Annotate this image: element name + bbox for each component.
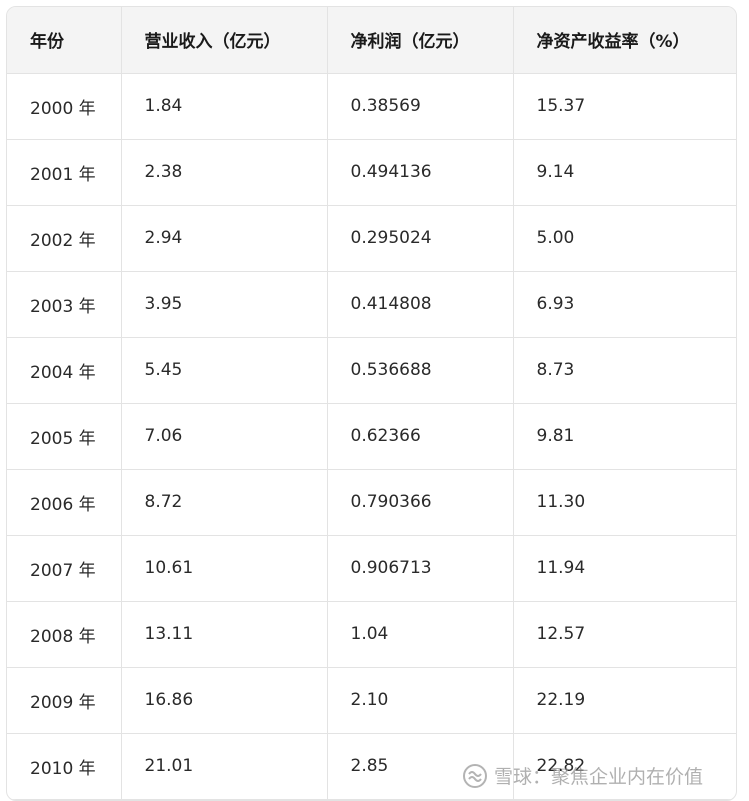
table-row: 2004 年 5.45 0.536688 8.73: [7, 337, 736, 404]
cell-roe: 12.57: [513, 601, 736, 668]
cell-year: 2010 年: [7, 733, 122, 800]
cell-revenue: 21.01: [121, 733, 328, 800]
cell-net-profit: 0.62366: [327, 403, 514, 470]
financial-table-container: 年份 营业收入（亿元） 净利润（亿元） 净资产收益率（%） 2000 年 1.84…: [6, 6, 737, 801]
cell-roe: 6.93: [513, 271, 736, 338]
table-row: 2003 年 3.95 0.414808 6.93: [7, 271, 736, 338]
cell-net-profit: 0.790366: [327, 469, 514, 536]
table-row: 2009 年 16.86 2.10 22.19: [7, 667, 736, 734]
cell-net-profit: 2.85: [327, 733, 514, 800]
table-row: 2007 年 10.61 0.906713 11.94: [7, 535, 736, 602]
cell-roe: 15.37: [513, 73, 736, 140]
cell-year: 2002 年: [7, 205, 122, 272]
table-row: 2001 年 2.38 0.494136 9.14: [7, 139, 736, 206]
cell-revenue: 8.72: [121, 469, 328, 536]
table-row: 2005 年 7.06 0.62366 9.81: [7, 403, 736, 470]
cell-revenue: 5.45: [121, 337, 328, 404]
cell-revenue: 2.38: [121, 139, 328, 206]
cell-revenue: 3.95: [121, 271, 328, 338]
cell-roe: 5.00: [513, 205, 736, 272]
cell-revenue: 7.06: [121, 403, 328, 470]
cell-revenue: 13.11: [121, 601, 328, 668]
cell-net-profit: 0.295024: [327, 205, 514, 272]
header-roe: 净资产收益率（%）: [513, 7, 736, 74]
header-revenue: 营业收入（亿元）: [121, 7, 328, 74]
cell-net-profit: 1.04: [327, 601, 514, 668]
cell-revenue: 2.94: [121, 205, 328, 272]
cell-net-profit: 0.536688: [327, 337, 514, 404]
cell-revenue: 16.86: [121, 667, 328, 734]
header-net-profit: 净利润（亿元）: [327, 7, 514, 74]
table-row: 2006 年 8.72 0.790366 11.30: [7, 469, 736, 536]
header-year: 年份: [7, 7, 122, 74]
cell-roe: 9.81: [513, 403, 736, 470]
cell-year: 2000 年: [7, 73, 122, 140]
header-row: 年份 营业收入（亿元） 净利润（亿元） 净资产收益率（%）: [7, 7, 736, 74]
table-body: 2000 年 1.84 0.38569 15.37 2001 年 2.38 0.494136…: [7, 73, 736, 800]
cell-net-profit: 0.906713: [327, 535, 514, 602]
cell-revenue: 10.61: [121, 535, 328, 602]
cell-revenue: 1.84: [121, 73, 328, 140]
cell-year: 2005 年: [7, 403, 122, 470]
financial-table: 年份 营业收入（亿元） 净利润（亿元） 净资产收益率（%） 2000 年 1.84…: [7, 7, 736, 800]
cell-roe: 11.94: [513, 535, 736, 602]
cell-net-profit: 0.414808: [327, 271, 514, 338]
cell-year: 2003 年: [7, 271, 122, 338]
table-row: 2002 年 2.94 0.295024 5.00: [7, 205, 736, 272]
cell-roe: 11.30: [513, 469, 736, 536]
table-header: 年份 营业收入（亿元） 净利润（亿元） 净资产收益率（%）: [7, 7, 736, 74]
cell-net-profit: 0.494136: [327, 139, 514, 206]
table-row: 2000 年 1.84 0.38569 15.37: [7, 73, 736, 140]
cell-year: 2009 年: [7, 667, 122, 734]
table-row: 2010 年 21.01 2.85 22.82: [7, 733, 736, 800]
cell-net-profit: 2.10: [327, 667, 514, 734]
cell-year: 2004 年: [7, 337, 122, 404]
cell-roe: 9.14: [513, 139, 736, 206]
table-row: 2008 年 13.11 1.04 12.57: [7, 601, 736, 668]
cell-year: 2007 年: [7, 535, 122, 602]
cell-year: 2008 年: [7, 601, 122, 668]
cell-year: 2006 年: [7, 469, 122, 536]
cell-net-profit: 0.38569: [327, 73, 514, 140]
cell-roe: 22.19: [513, 667, 736, 734]
cell-year: 2001 年: [7, 139, 122, 206]
cell-roe: 8.73: [513, 337, 736, 404]
cell-roe: 22.82: [513, 733, 736, 800]
